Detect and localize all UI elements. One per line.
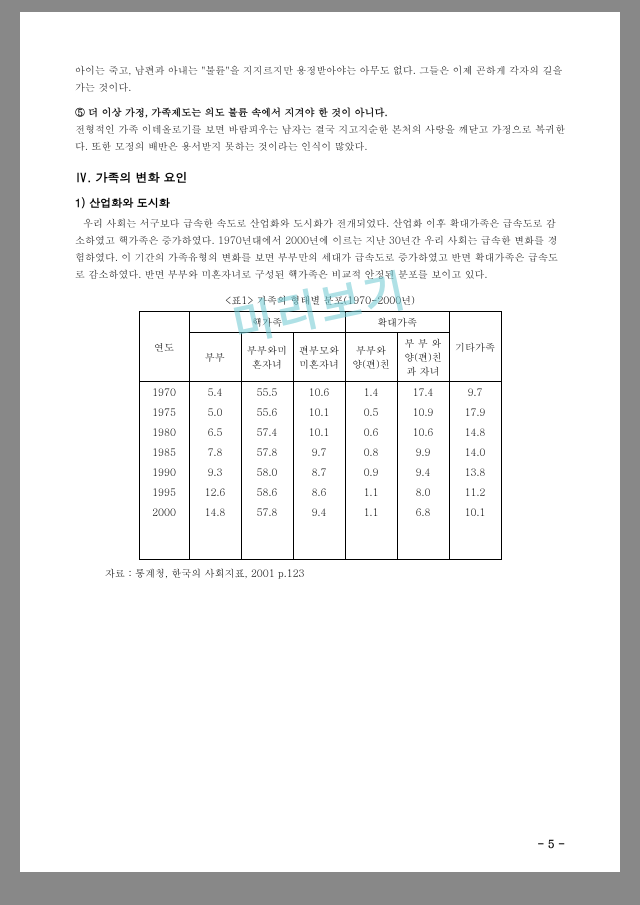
table-cell: 0.9 [345, 462, 397, 482]
col-year: 연도 [139, 312, 189, 382]
document-page: 미리보기 아이는 죽고, 남편과 아내는 "불륜"을 지지르지만 용정받아야는 … [20, 12, 620, 872]
col-couple-parent: 부부와 양(편)친 [345, 333, 397, 382]
table-cell: 8.6 [293, 482, 345, 502]
table-cell: 6.5 [189, 422, 241, 442]
table-row: 19909.358.08.70.99.413.8 [139, 462, 501, 482]
table-cell: 10.1 [449, 502, 501, 560]
paragraph-2-body: 전형적인 가족 이데올로기를 보면 바람피우는 남자는 결국 지고지순한 본처의… [75, 122, 565, 153]
table-cell: 55.6 [241, 402, 293, 422]
table-cell: 9.4 [293, 502, 345, 560]
table-cell: 1.1 [345, 482, 397, 502]
paragraph-1: 아이는 죽고, 남편과 아내는 "불륜"을 지지르지만 용정받아야는 아무도 없… [75, 62, 565, 96]
table-cell: 9.7 [293, 442, 345, 462]
table-cell: 9.9 [397, 442, 449, 462]
table-cell: 9.3 [189, 462, 241, 482]
circled-num-5: ⑤ [75, 105, 85, 119]
col-single-parent: 편부모와 미혼자녀 [293, 333, 345, 382]
table-cell: 1.1 [345, 502, 397, 560]
table-cell: 2000 [139, 502, 189, 560]
table-cell: 1970 [139, 382, 189, 403]
table-body: 19705.455.510.61.417.49.719755.055.610.1… [139, 382, 501, 560]
table-header-row: 부부 부부와미혼자녀 편부모와 미혼자녀 부부와 양(편)친 부 부 와 양(편… [139, 333, 501, 382]
table-row: 19705.455.510.61.417.49.7 [139, 382, 501, 403]
paragraph-3: 우리 사회는 서구보다 급속한 속도로 산업화와 도시화가 전개되었다. 산업화… [75, 215, 565, 283]
table-cell: 10.9 [397, 402, 449, 422]
page-number: - 5 - [537, 837, 565, 852]
col-couple-child: 부부와미혼자녀 [241, 333, 293, 382]
table-cell: 14.8 [189, 502, 241, 560]
table-cell: 0.8 [345, 442, 397, 462]
table-cell: 57.8 [241, 502, 293, 560]
table-cell: 5.4 [189, 382, 241, 403]
col-group-extended: 확대가족 [345, 312, 449, 333]
table-cell: 9.7 [449, 382, 501, 403]
table-row: 200014.857.89.41.16.810.1 [139, 502, 501, 560]
table-cell: 57.4 [241, 422, 293, 442]
table-cell: 1995 [139, 482, 189, 502]
table-cell: 1975 [139, 402, 189, 422]
col-other: 기타가족 [449, 312, 501, 382]
table-source: 자료 : 통계청, 한국의 사회지표, 2001 p.123 [105, 566, 565, 580]
col-couple: 부부 [189, 333, 241, 382]
table-cell: 1.4 [345, 382, 397, 403]
paragraph-2: ⑤ 더 이상 가정, 가족제도는 의도 불륜 속에서 지겨야 한 것이 아니다.… [75, 104, 565, 155]
table-cell: 1980 [139, 422, 189, 442]
table-cell: 1990 [139, 462, 189, 482]
table-cell: 58.0 [241, 462, 293, 482]
table-header-group-row: 연도 핵가족 확대가족 기타가족 [139, 312, 501, 333]
table-cell: 0.6 [345, 422, 397, 442]
table-cell: 12.6 [189, 482, 241, 502]
table-cell: 5.0 [189, 402, 241, 422]
table-cell: 1985 [139, 442, 189, 462]
table-cell: 0.5 [345, 402, 397, 422]
table-cell: 14.0 [449, 442, 501, 462]
table-cell: 13.8 [449, 462, 501, 482]
subsection-1-heading: 1) 산업화와 도시화 [75, 196, 565, 211]
family-type-table: 연도 핵가족 확대가족 기타가족 부부 부부와미혼자녀 편부모와 미혼자녀 부부… [139, 311, 502, 560]
table-row: 19806.557.410.10.610.614.8 [139, 422, 501, 442]
table-cell: 9.4 [397, 462, 449, 482]
table-cell: 8.7 [293, 462, 345, 482]
col-couple-parent-child: 부 부 와 양(편)친 과 자녀 [397, 333, 449, 382]
table-cell: 11.2 [449, 482, 501, 502]
table-row: 199512.658.68.61.18.011.2 [139, 482, 501, 502]
table-cell: 10.6 [293, 382, 345, 403]
table-cell: 8.0 [397, 482, 449, 502]
table-cell: 6.8 [397, 502, 449, 560]
table-cell: 10.1 [293, 422, 345, 442]
table-cell: 7.8 [189, 442, 241, 462]
table-cell: 17.9 [449, 402, 501, 422]
bold-heading-5: 더 이상 가정, 가족제도는 의도 불륜 속에서 지겨야 한 것이 아니다. [88, 105, 387, 119]
table-row: 19857.857.89.70.89.914.0 [139, 442, 501, 462]
table-cell: 58.6 [241, 482, 293, 502]
table-cell: 17.4 [397, 382, 449, 403]
table-cell: 10.1 [293, 402, 345, 422]
table-row: 19755.055.610.10.510.917.9 [139, 402, 501, 422]
table-cell: 57.8 [241, 442, 293, 462]
section-4-heading: Ⅳ. 가족의 변화 요인 [75, 169, 565, 186]
table-cell: 55.5 [241, 382, 293, 403]
table-cell: 14.8 [449, 422, 501, 442]
table-cell: 10.6 [397, 422, 449, 442]
col-group-nuclear: 핵가족 [189, 312, 345, 333]
table-caption: <표1> 가족의 형태별 분포(1970-2000년) [75, 293, 565, 307]
